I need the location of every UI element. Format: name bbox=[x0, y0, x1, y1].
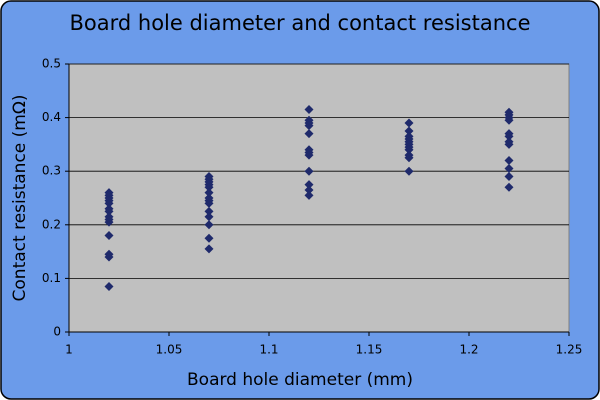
point bbox=[304, 129, 314, 139]
point bbox=[204, 198, 214, 208]
point bbox=[104, 198, 114, 208]
point bbox=[504, 182, 514, 192]
point bbox=[304, 166, 314, 176]
point bbox=[204, 182, 214, 192]
y-tick-label: 0.1 bbox=[42, 271, 61, 285]
point bbox=[304, 180, 314, 190]
point bbox=[404, 145, 414, 155]
y-tick-label: 0 bbox=[53, 325, 61, 339]
point bbox=[304, 150, 314, 160]
point bbox=[204, 206, 214, 216]
y-tick-label: 0.3 bbox=[42, 164, 61, 178]
x-tick-label: 1 bbox=[65, 343, 73, 357]
point bbox=[104, 252, 114, 262]
plot-area bbox=[68, 63, 570, 333]
point bbox=[204, 233, 214, 243]
point bbox=[204, 188, 214, 198]
point bbox=[304, 105, 314, 115]
x-tick-label: 1.25 bbox=[556, 343, 583, 357]
point bbox=[504, 172, 514, 182]
point bbox=[504, 115, 514, 125]
point bbox=[404, 166, 414, 176]
point bbox=[404, 153, 414, 163]
point bbox=[204, 220, 214, 230]
point bbox=[504, 155, 514, 165]
point bbox=[304, 185, 314, 195]
point bbox=[104, 217, 114, 227]
x-tick-label: 1.2 bbox=[459, 343, 478, 357]
x-axis-label: Board hole diameter (mm) bbox=[187, 370, 413, 390]
point bbox=[504, 164, 514, 174]
y-tick-label: 0.4 bbox=[42, 110, 61, 124]
point bbox=[204, 244, 214, 254]
x-tick-label: 1.1 bbox=[259, 343, 278, 357]
point bbox=[304, 190, 314, 200]
point bbox=[504, 131, 514, 141]
point bbox=[404, 126, 414, 136]
x-tick-label: 1.15 bbox=[356, 343, 383, 357]
point bbox=[104, 206, 114, 216]
chart-title: Board hole diameter and contact resistan… bbox=[70, 11, 531, 35]
point bbox=[404, 118, 414, 128]
y-tick-label: 0.2 bbox=[42, 217, 61, 231]
y-tick-label: 0.5 bbox=[42, 57, 61, 71]
point bbox=[504, 139, 514, 149]
point bbox=[104, 231, 114, 241]
y-axis-label: Contact resistance (mΩ) bbox=[10, 95, 30, 302]
point bbox=[104, 281, 114, 291]
point bbox=[204, 212, 214, 222]
x-tick-label: 1.05 bbox=[156, 343, 183, 357]
point bbox=[304, 121, 314, 131]
